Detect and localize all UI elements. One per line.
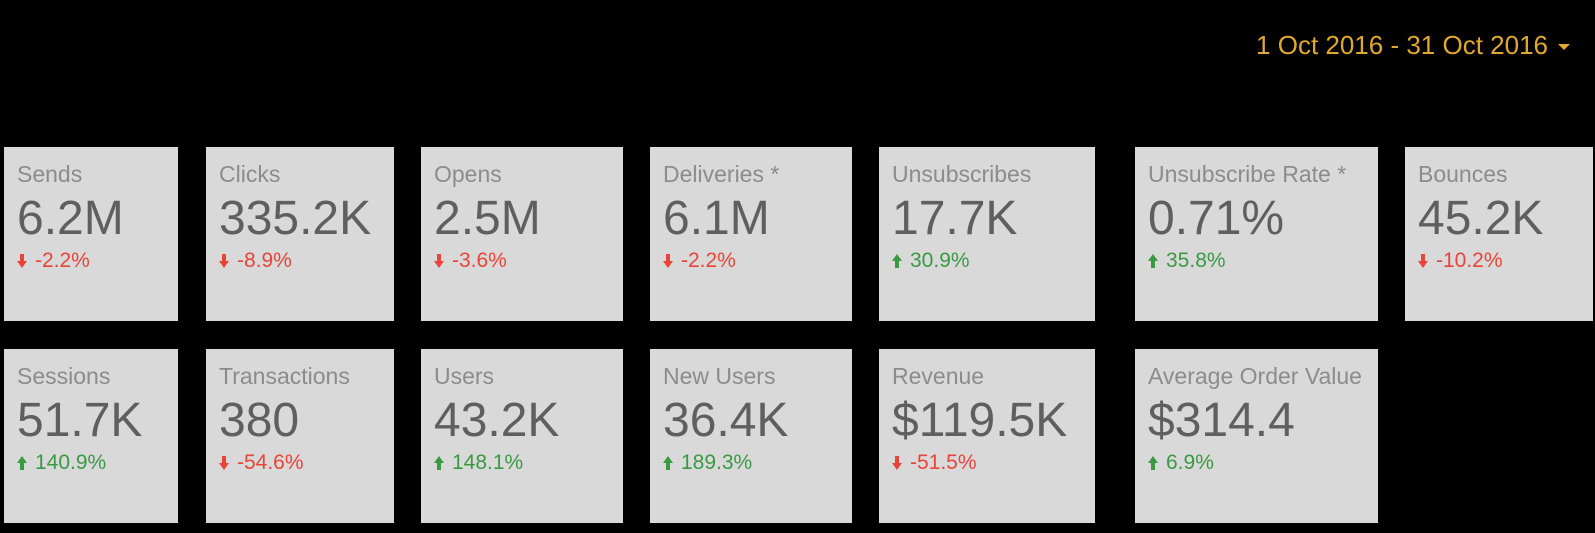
scorecard-delta-value: -2.2% <box>681 249 736 272</box>
arrow-up-icon <box>892 254 902 268</box>
scorecard-delta: 140.9% <box>17 451 178 475</box>
scorecard-value: 36.4K <box>663 394 789 447</box>
scorecard-delta-value: 35.8% <box>1166 249 1226 272</box>
scorecard-deliveries[interactable]: Deliveries * 6.1M -2.2% <box>650 147 852 321</box>
scorecard-delta: 35.8% <box>1148 249 1378 273</box>
scorecard-users[interactable]: Users 43.2K 148.1% <box>421 349 623 523</box>
chevron-down-icon <box>1558 43 1570 50</box>
scorecard-value: $314.4 <box>1148 394 1295 447</box>
scorecard-label: Revenue <box>892 363 985 389</box>
arrow-down-icon <box>17 254 27 268</box>
scorecard-delta-value: -10.2% <box>1436 249 1503 272</box>
scorecard-value: 380 <box>219 394 300 447</box>
scorecard-delta-value: -3.6% <box>452 249 507 272</box>
scorecard-delta: -54.6% <box>219 451 394 475</box>
scorecard-delta: 148.1% <box>434 451 623 475</box>
scorecard-unsubscribe-rate[interactable]: Unsubscribe Rate * 0.71% 35.8% <box>1135 147 1378 321</box>
scorecard-value: 0.71% <box>1148 192 1285 245</box>
scorecard-label: Sends <box>17 161 83 187</box>
scorecard-revenue[interactable]: Revenue $119.5K -51.5% <box>879 349 1095 523</box>
arrow-down-icon <box>434 254 444 268</box>
arrow-down-icon <box>219 456 229 470</box>
scorecard-value: 45.2K <box>1418 192 1544 245</box>
scorecard-delta: -2.2% <box>17 249 178 273</box>
scorecard-new-users[interactable]: New Users 36.4K 189.3% <box>650 349 852 523</box>
scorecard-delta: -8.9% <box>219 249 394 273</box>
scorecard-delta: -2.2% <box>663 249 852 273</box>
scorecard-delta-value: -2.2% <box>35 249 90 272</box>
scorecard-transactions[interactable]: Transactions 380 -54.6% <box>206 349 394 523</box>
scorecard-delta-value: -8.9% <box>237 249 292 272</box>
scorecard-label: Unsubscribes <box>892 161 1032 187</box>
date-range-selector[interactable]: 1 Oct 2016 - 31 Oct 2016 <box>1256 30 1570 61</box>
scorecard-label: New Users <box>663 363 776 389</box>
scorecard-bounces[interactable]: Bounces 45.2K -10.2% <box>1405 147 1593 321</box>
scorecard-value: 2.5M <box>434 192 541 245</box>
scorecard-label: Sessions <box>17 363 111 389</box>
arrow-up-icon <box>17 456 27 470</box>
arrow-down-icon <box>663 254 673 268</box>
scorecard-average-order-value[interactable]: Average Order Value $314.4 6.9% <box>1135 349 1378 523</box>
scorecard-value: 51.7K <box>17 394 143 447</box>
scorecard-value: $119.5K <box>892 394 1068 447</box>
scorecard-sessions[interactable]: Sessions 51.7K 140.9% <box>4 349 178 523</box>
scorecard-delta-value: 6.9% <box>1166 451 1214 474</box>
scorecard-delta-value: -51.5% <box>910 451 977 474</box>
scorecard-delta: 6.9% <box>1148 451 1378 475</box>
arrow-down-icon <box>1418 254 1428 268</box>
scorecard-value: 335.2K <box>219 192 372 245</box>
scorecard-delta: 30.9% <box>892 249 1095 273</box>
arrow-up-icon <box>1148 456 1158 470</box>
scorecard-clicks[interactable]: Clicks 335.2K -8.9% <box>206 147 394 321</box>
scorecard-delta-value: 189.3% <box>681 451 753 474</box>
scorecard-label: Bounces <box>1418 161 1508 187</box>
scorecard-delta: 189.3% <box>663 451 852 475</box>
scorecard-delta: -10.2% <box>1418 249 1593 273</box>
scorecard-value: 6.2M <box>17 192 124 245</box>
scorecard-delta: -51.5% <box>892 451 1095 475</box>
scorecard-label: Opens <box>434 161 502 187</box>
scorecard-label: Users <box>434 363 495 389</box>
date-range-label: 1 Oct 2016 - 31 Oct 2016 <box>1256 30 1548 60</box>
arrow-up-icon <box>1148 254 1158 268</box>
scorecard-delta: -3.6% <box>434 249 623 273</box>
scorecard-value: 43.2K <box>434 394 560 447</box>
arrow-up-icon <box>663 456 673 470</box>
scorecard-label: Unsubscribe Rate * <box>1148 161 1347 187</box>
scorecard-opens[interactable]: Opens 2.5M -3.6% <box>421 147 623 321</box>
scorecard-delta-value: -54.6% <box>237 451 304 474</box>
scorecard-delta-value: 148.1% <box>452 451 524 474</box>
scorecard-label: Transactions <box>219 363 350 389</box>
arrow-up-icon <box>434 456 444 470</box>
scorecard-label: Average Order Value <box>1148 363 1362 389</box>
scorecard-delta-value: 30.9% <box>910 249 970 272</box>
scorecard-label: Deliveries * <box>663 161 780 187</box>
scorecard-unsubscribes[interactable]: Unsubscribes 17.7K 30.9% <box>879 147 1095 321</box>
scorecard-sends[interactable]: Sends 6.2M -2.2% <box>4 147 178 321</box>
scorecard-value: 17.7K <box>892 192 1018 245</box>
arrow-down-icon <box>219 254 229 268</box>
arrow-down-icon <box>892 456 902 470</box>
scorecard-value: 6.1M <box>663 192 770 245</box>
scorecard-label: Clicks <box>219 161 281 187</box>
scorecard-delta-value: 140.9% <box>35 451 107 474</box>
